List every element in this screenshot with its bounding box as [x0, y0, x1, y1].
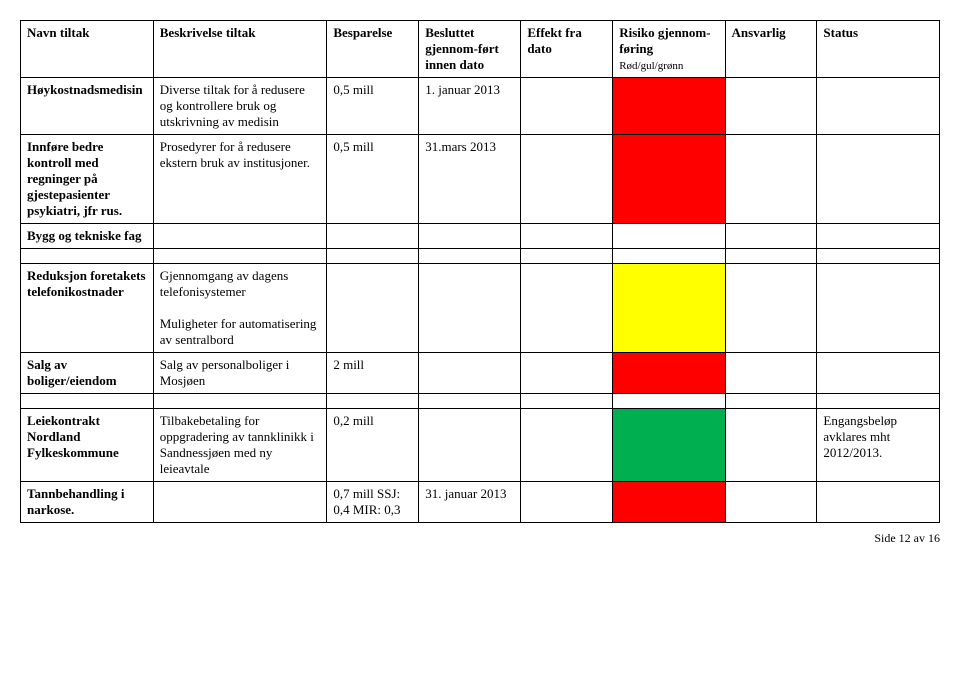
measures-table: Navn tiltak Beskrivelse tiltak Besparels…: [20, 20, 940, 523]
cell-date: 1. januar 2013: [419, 78, 521, 135]
table-row: Reduksjon foretakets telefonikostnader G…: [21, 264, 940, 353]
cell-ansvarlig: [725, 353, 817, 394]
cell-ansvarlig: [725, 264, 817, 353]
cell-ansvarlig: [725, 135, 817, 224]
cell-risk: [613, 78, 725, 135]
cell-date: 31. januar 2013: [419, 482, 521, 523]
cell-risk: [613, 409, 725, 482]
col-status: Status: [817, 21, 940, 78]
cell-status: [817, 78, 940, 135]
cell-effekt: [521, 264, 613, 353]
cell-effekt: [521, 482, 613, 523]
section-spacer: [21, 394, 940, 409]
cell-risk: [613, 264, 725, 353]
col-besluttet: Besluttet gjennom-ført innen dato: [419, 21, 521, 78]
cell-save: 2 mill: [327, 353, 419, 394]
cell-save: [327, 224, 419, 249]
cell-risk: [613, 224, 725, 249]
cell-status: Engangsbeløp avklares mht 2012/2013.: [817, 409, 940, 482]
cell-name: Leiekontrakt Nordland Fylkeskommune: [21, 409, 154, 482]
cell-desc: Tilbakebetaling for oppgradering av tann…: [153, 409, 327, 482]
cell-name: Tannbehandling i narkose.: [21, 482, 154, 523]
col-risiko-title: Risiko gjennom-føring: [619, 25, 710, 56]
cell-desc: [153, 224, 327, 249]
cell-date: [419, 224, 521, 249]
col-effekt: Effekt fra dato: [521, 21, 613, 78]
cell-name: Høykostnadsmedisin: [21, 78, 154, 135]
cell-desc: Prosedyrer for å redusere ekstern bruk a…: [153, 135, 327, 224]
cell-date: [419, 409, 521, 482]
col-ansvarlig: Ansvarlig: [725, 21, 817, 78]
section-spacer: [21, 249, 940, 264]
cell-status: [817, 353, 940, 394]
cell-risk: [613, 353, 725, 394]
table-row: Salg av boliger/eiendom Salg av personal…: [21, 353, 940, 394]
cell-save: [327, 264, 419, 353]
cell-date: 31.mars 2013: [419, 135, 521, 224]
col-beskrivelse: Beskrivelse tiltak: [153, 21, 327, 78]
cell-desc-b: Muligheter for automatisering av sentral…: [160, 316, 317, 347]
cell-name: Bygg og tekniske fag: [21, 224, 154, 249]
cell-desc: Salg av personalboliger i Mosjøen: [153, 353, 327, 394]
cell-ansvarlig: [725, 482, 817, 523]
cell-desc-a: Gjennomgang av dagens telefonisystemer: [160, 268, 289, 299]
page-footer: Side 12 av 16: [20, 531, 940, 546]
cell-name: Salg av boliger/eiendom: [21, 353, 154, 394]
cell-save: 0,2 mill: [327, 409, 419, 482]
cell-name: Reduksjon foretakets telefonikostnader: [21, 264, 154, 353]
cell-status: [817, 224, 940, 249]
cell-date: [419, 264, 521, 353]
cell-status: [817, 482, 940, 523]
cell-ansvarlig: [725, 224, 817, 249]
col-besparelse: Besparelse: [327, 21, 419, 78]
cell-effekt: [521, 78, 613, 135]
col-risiko-sub: Rød/gul/grønn: [619, 60, 683, 72]
table-row: Leiekontrakt Nordland Fylkeskommune Tilb…: [21, 409, 940, 482]
cell-desc: Gjennomgang av dagens telefonisystemer M…: [153, 264, 327, 353]
table-row: Tannbehandling i narkose. 0,7 mill SSJ: …: [21, 482, 940, 523]
cell-ansvarlig: [725, 78, 817, 135]
table-header-row: Navn tiltak Beskrivelse tiltak Besparels…: [21, 21, 940, 78]
cell-ansvarlig: [725, 409, 817, 482]
col-risiko: Risiko gjennom-føring Rød/gul/grønn: [613, 21, 725, 78]
cell-status: [817, 135, 940, 224]
cell-date: [419, 353, 521, 394]
cell-effekt: [521, 353, 613, 394]
table-row: Høykostnadsmedisin Diverse tiltak for å …: [21, 78, 940, 135]
cell-status: [817, 264, 940, 353]
cell-save: 0,7 mill SSJ: 0,4 MIR: 0,3: [327, 482, 419, 523]
cell-save: 0,5 mill: [327, 78, 419, 135]
col-navn: Navn tiltak: [21, 21, 154, 78]
table-row: Innføre bedre kontroll med regninger på …: [21, 135, 940, 224]
table-row: Bygg og tekniske fag: [21, 224, 940, 249]
cell-name: Innføre bedre kontroll med regninger på …: [21, 135, 154, 224]
cell-save: 0,5 mill: [327, 135, 419, 224]
cell-effekt: [521, 224, 613, 249]
cell-desc: Diverse tiltak for å redusere og kontrol…: [153, 78, 327, 135]
cell-effekt: [521, 135, 613, 224]
cell-risk: [613, 135, 725, 224]
cell-risk: [613, 482, 725, 523]
cell-effekt: [521, 409, 613, 482]
cell-desc: [153, 482, 327, 523]
